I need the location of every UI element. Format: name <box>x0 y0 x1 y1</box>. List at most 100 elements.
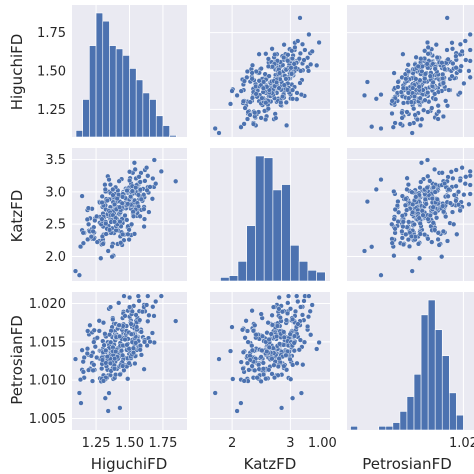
scatter-point <box>109 243 115 250</box>
scatter-point <box>283 99 289 106</box>
scatter-point <box>294 360 300 366</box>
panel-higuchifd-higuchifd <box>72 5 187 138</box>
scatter-point <box>147 339 153 345</box>
scatter-point <box>117 371 123 378</box>
scatter-point <box>306 293 312 299</box>
scatter-point <box>125 231 131 237</box>
scatter-point <box>103 220 109 227</box>
histogram-bar <box>237 261 247 282</box>
scatter-point <box>467 31 473 38</box>
scatter-point <box>403 76 409 82</box>
histogram-bar <box>456 414 464 431</box>
histogram-bar <box>155 115 164 138</box>
scatter-point <box>99 357 106 363</box>
scatter-point <box>227 101 234 107</box>
scatter-point <box>116 300 122 306</box>
scatter-point <box>378 272 384 278</box>
scatter-point <box>301 57 307 63</box>
scatter-point <box>153 181 159 187</box>
scatter-point <box>119 194 126 200</box>
scatter-point <box>149 330 156 336</box>
histogram-bar <box>385 425 394 431</box>
scatter-point <box>128 321 134 327</box>
histogram-bar <box>441 355 450 431</box>
scatter-point <box>110 192 116 198</box>
scatter-point <box>150 175 156 182</box>
scatter-point <box>85 221 92 227</box>
scatter-point <box>104 197 110 204</box>
ytick-katzfd: 2.0 <box>45 250 66 265</box>
scatter-point <box>274 79 280 86</box>
scatter-point <box>87 322 93 328</box>
scatter-point <box>241 121 247 127</box>
scatter-point <box>151 313 157 319</box>
scatter-point <box>405 237 412 243</box>
scatter-point <box>103 231 109 237</box>
scatter-point <box>399 213 406 219</box>
scatter-point <box>145 318 151 324</box>
scatter-point <box>425 173 431 179</box>
scatter-point <box>276 356 282 362</box>
scatter-point <box>149 196 156 202</box>
histogram-bar <box>228 275 239 282</box>
scatter-point <box>269 46 275 52</box>
scatter-point <box>244 328 251 334</box>
scatter-point <box>253 332 259 338</box>
histogram-bar <box>307 269 317 282</box>
scatter-point <box>246 367 252 373</box>
scatter-point <box>280 93 286 100</box>
scatter-point <box>104 354 110 360</box>
scatter-point <box>390 124 396 130</box>
scatter-point <box>141 216 148 222</box>
panel-higuchifd-katzfd <box>210 5 330 137</box>
scatter-point <box>249 363 255 369</box>
xtick-higuchifd: 1.75 <box>148 436 177 451</box>
scatter-point <box>281 329 287 335</box>
ytick-katzfd: 3.5 <box>45 153 66 168</box>
scatter-point <box>122 313 128 319</box>
scatter-point <box>137 317 143 323</box>
scatter-point <box>252 367 258 374</box>
scatter-point <box>263 51 269 57</box>
scatter-point <box>99 233 106 240</box>
panel-higuchifd-petrosianfd <box>347 5 474 137</box>
scatter-point <box>212 390 218 396</box>
scatter-point <box>416 84 422 90</box>
scatter-point <box>130 209 136 215</box>
scatter-point <box>80 359 86 365</box>
scatter-point <box>125 376 131 382</box>
scatter-point <box>418 56 424 62</box>
xlabel-petrosianfd: PetrosianFD <box>362 455 452 473</box>
histogram-bar <box>350 425 358 431</box>
scatter-point <box>106 177 112 183</box>
scatter-point <box>238 124 244 130</box>
scatter-point <box>298 68 304 74</box>
scatter-point <box>309 48 315 55</box>
scatter-point <box>425 109 431 115</box>
scatter-point <box>400 224 406 230</box>
scatter-point <box>81 354 87 361</box>
scatter-point <box>442 180 448 187</box>
scatter-point <box>241 78 248 84</box>
scatter-point <box>249 308 255 314</box>
scatter-point <box>410 209 416 216</box>
xtick-higuchifd: 1.25 <box>82 436 111 451</box>
histogram-bar <box>378 425 387 431</box>
scatter-point <box>361 248 368 254</box>
scatter-point <box>434 54 440 61</box>
scatter-point <box>404 175 410 181</box>
histogram-bar <box>449 392 457 431</box>
scatter-point <box>299 41 306 47</box>
scatter-point <box>124 217 130 223</box>
scatter-point <box>111 201 118 208</box>
scatter-point <box>435 116 441 122</box>
scatter-point <box>453 167 459 173</box>
scatter-point <box>85 205 92 211</box>
scatter-point <box>133 312 139 318</box>
scatter-point <box>265 106 271 112</box>
scatter-point <box>244 116 251 122</box>
scatter-point <box>453 53 459 59</box>
scatter-point <box>450 175 456 182</box>
scatter-point <box>448 169 454 175</box>
